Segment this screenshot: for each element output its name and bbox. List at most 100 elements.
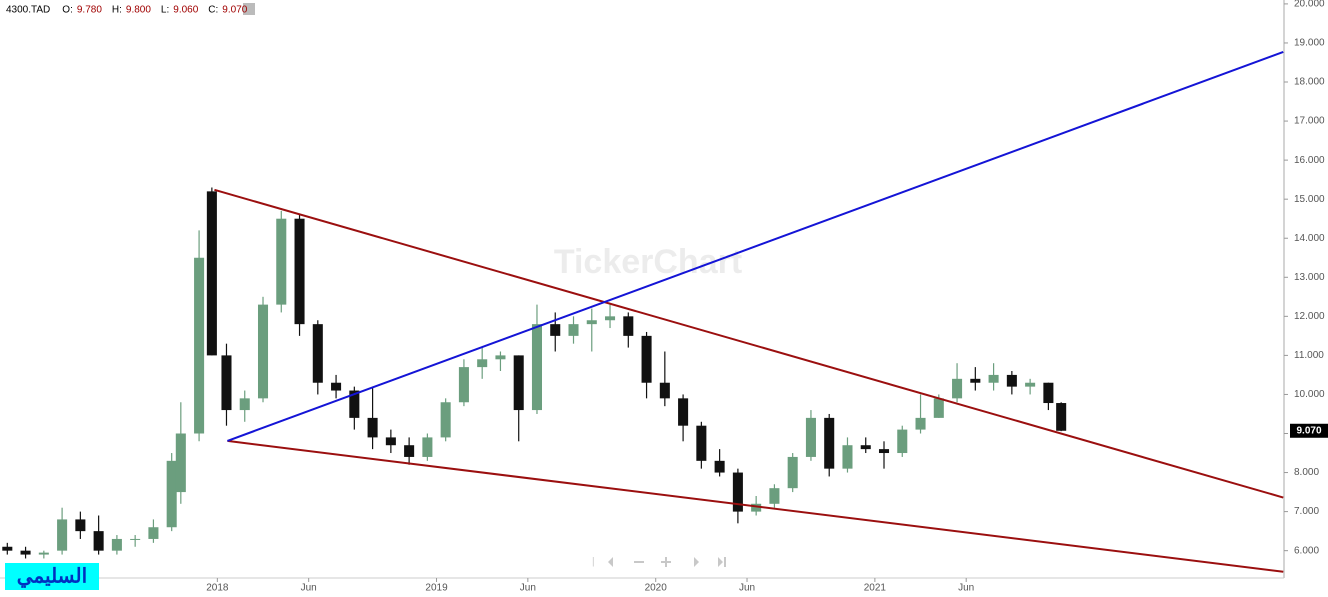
candle-body xyxy=(531,324,543,411)
trend-line xyxy=(227,51,1284,442)
candle-body xyxy=(276,218,287,305)
trend-line xyxy=(227,439,1284,573)
candle-body xyxy=(206,191,217,356)
y-tick-label: 18.000 xyxy=(1294,77,1325,88)
candle-body xyxy=(641,335,652,383)
nav-zoom-out[interactable] xyxy=(634,561,644,563)
author-tag: السليمي xyxy=(17,565,87,588)
candle-body xyxy=(970,378,981,383)
candle-body xyxy=(878,449,890,454)
candle-body xyxy=(148,527,159,539)
candle-body xyxy=(659,382,670,399)
y-tick-label: 7.000 xyxy=(1294,506,1319,517)
candle-body xyxy=(477,359,488,368)
x-tick-label: Jun xyxy=(958,583,974,594)
x-tick-label: 2018 xyxy=(206,583,229,594)
symbol: 4300.TAD xyxy=(6,5,50,16)
candle-body xyxy=(440,402,451,438)
candle-body xyxy=(367,417,378,438)
candle-body xyxy=(404,445,415,457)
x-tick-label: 2021 xyxy=(864,583,887,594)
candle-body xyxy=(239,398,250,411)
x-tick-label: Jun xyxy=(520,583,536,594)
trend-line xyxy=(214,188,1284,499)
candle-body xyxy=(2,546,13,551)
y-tick-label: 19.000 xyxy=(1294,38,1325,49)
candle-body xyxy=(586,320,597,325)
ohlc-label: L: xyxy=(161,5,169,16)
candle-body xyxy=(805,417,816,457)
more-button[interactable] xyxy=(243,3,255,15)
candle-body xyxy=(495,355,506,360)
y-tick-label: 11.000 xyxy=(1294,350,1324,361)
candle-body xyxy=(38,552,49,555)
candle-body xyxy=(732,472,743,512)
nav-zoom-in[interactable] xyxy=(661,557,671,567)
author-tag-box xyxy=(5,563,99,590)
candle-body xyxy=(933,398,944,418)
y-tick-label: 16.000 xyxy=(1294,155,1325,166)
candle-body xyxy=(422,437,433,457)
candle-body xyxy=(605,316,616,321)
y-tick-label: 6.000 xyxy=(1294,545,1319,556)
x-tick-label: 2020 xyxy=(645,583,668,594)
nav-right[interactable] xyxy=(694,557,699,567)
ohlc-value: 9.060 xyxy=(173,5,198,16)
ohlc-label: C: xyxy=(208,5,218,16)
candle-body xyxy=(75,519,86,532)
ohlc-value: 9.800 xyxy=(126,5,151,16)
candle-body xyxy=(1006,374,1017,387)
candle-body xyxy=(513,355,524,411)
candle-body xyxy=(751,503,762,512)
x-tick-label: Jun xyxy=(739,583,755,594)
y-tick-label: 15.000 xyxy=(1294,194,1325,205)
candle-body xyxy=(294,218,305,325)
candle-body xyxy=(952,378,963,399)
y-tick-label: 20.000 xyxy=(1294,0,1325,10)
candle-body xyxy=(385,437,396,446)
navigation-controls: | xyxy=(592,557,726,568)
y-tick-label: 12.000 xyxy=(1294,311,1325,322)
candle-body xyxy=(458,367,469,403)
candle-body xyxy=(1025,382,1036,387)
ohlc-value: 9.070 xyxy=(222,5,247,16)
candle-body xyxy=(550,324,561,336)
candle-body xyxy=(824,417,835,469)
candle-body xyxy=(842,445,853,469)
candle-body xyxy=(988,374,999,383)
candle-body xyxy=(568,324,579,336)
x-tick-label: 2019 xyxy=(425,583,448,594)
candle-body xyxy=(93,531,104,551)
candle-body xyxy=(696,425,707,461)
candle-body xyxy=(1043,382,1054,404)
ohlc-value: 9.780 xyxy=(77,5,102,16)
last-price-box xyxy=(1290,423,1328,438)
candle-body xyxy=(20,550,31,555)
y-tick-label: 17.000 xyxy=(1294,116,1325,127)
candle-body xyxy=(897,429,908,454)
nav-end[interactable] xyxy=(718,557,726,567)
candle-body xyxy=(312,324,323,383)
nav-separator: | xyxy=(592,557,595,568)
candle-body xyxy=(130,538,141,540)
y-tick-label: 13.000 xyxy=(1294,272,1325,283)
candle-body xyxy=(714,460,725,473)
y-tick-label: 8.000 xyxy=(1294,467,1319,478)
candle-body xyxy=(331,382,342,391)
candle-body xyxy=(166,460,177,528)
candle-body xyxy=(221,355,232,411)
candle-body xyxy=(349,390,360,418)
candle-body xyxy=(769,488,780,504)
candle-body xyxy=(175,433,186,493)
candle-body xyxy=(57,519,68,551)
ohlc-label: H: xyxy=(112,5,122,16)
candle-body xyxy=(787,456,798,489)
y-tick-label: 10.000 xyxy=(1294,389,1325,400)
nav-left[interactable] xyxy=(608,557,613,567)
y-tick-label: 14.000 xyxy=(1294,233,1325,244)
candle-body xyxy=(1056,403,1067,431)
candle-body xyxy=(678,398,689,426)
candle-body xyxy=(194,257,205,434)
